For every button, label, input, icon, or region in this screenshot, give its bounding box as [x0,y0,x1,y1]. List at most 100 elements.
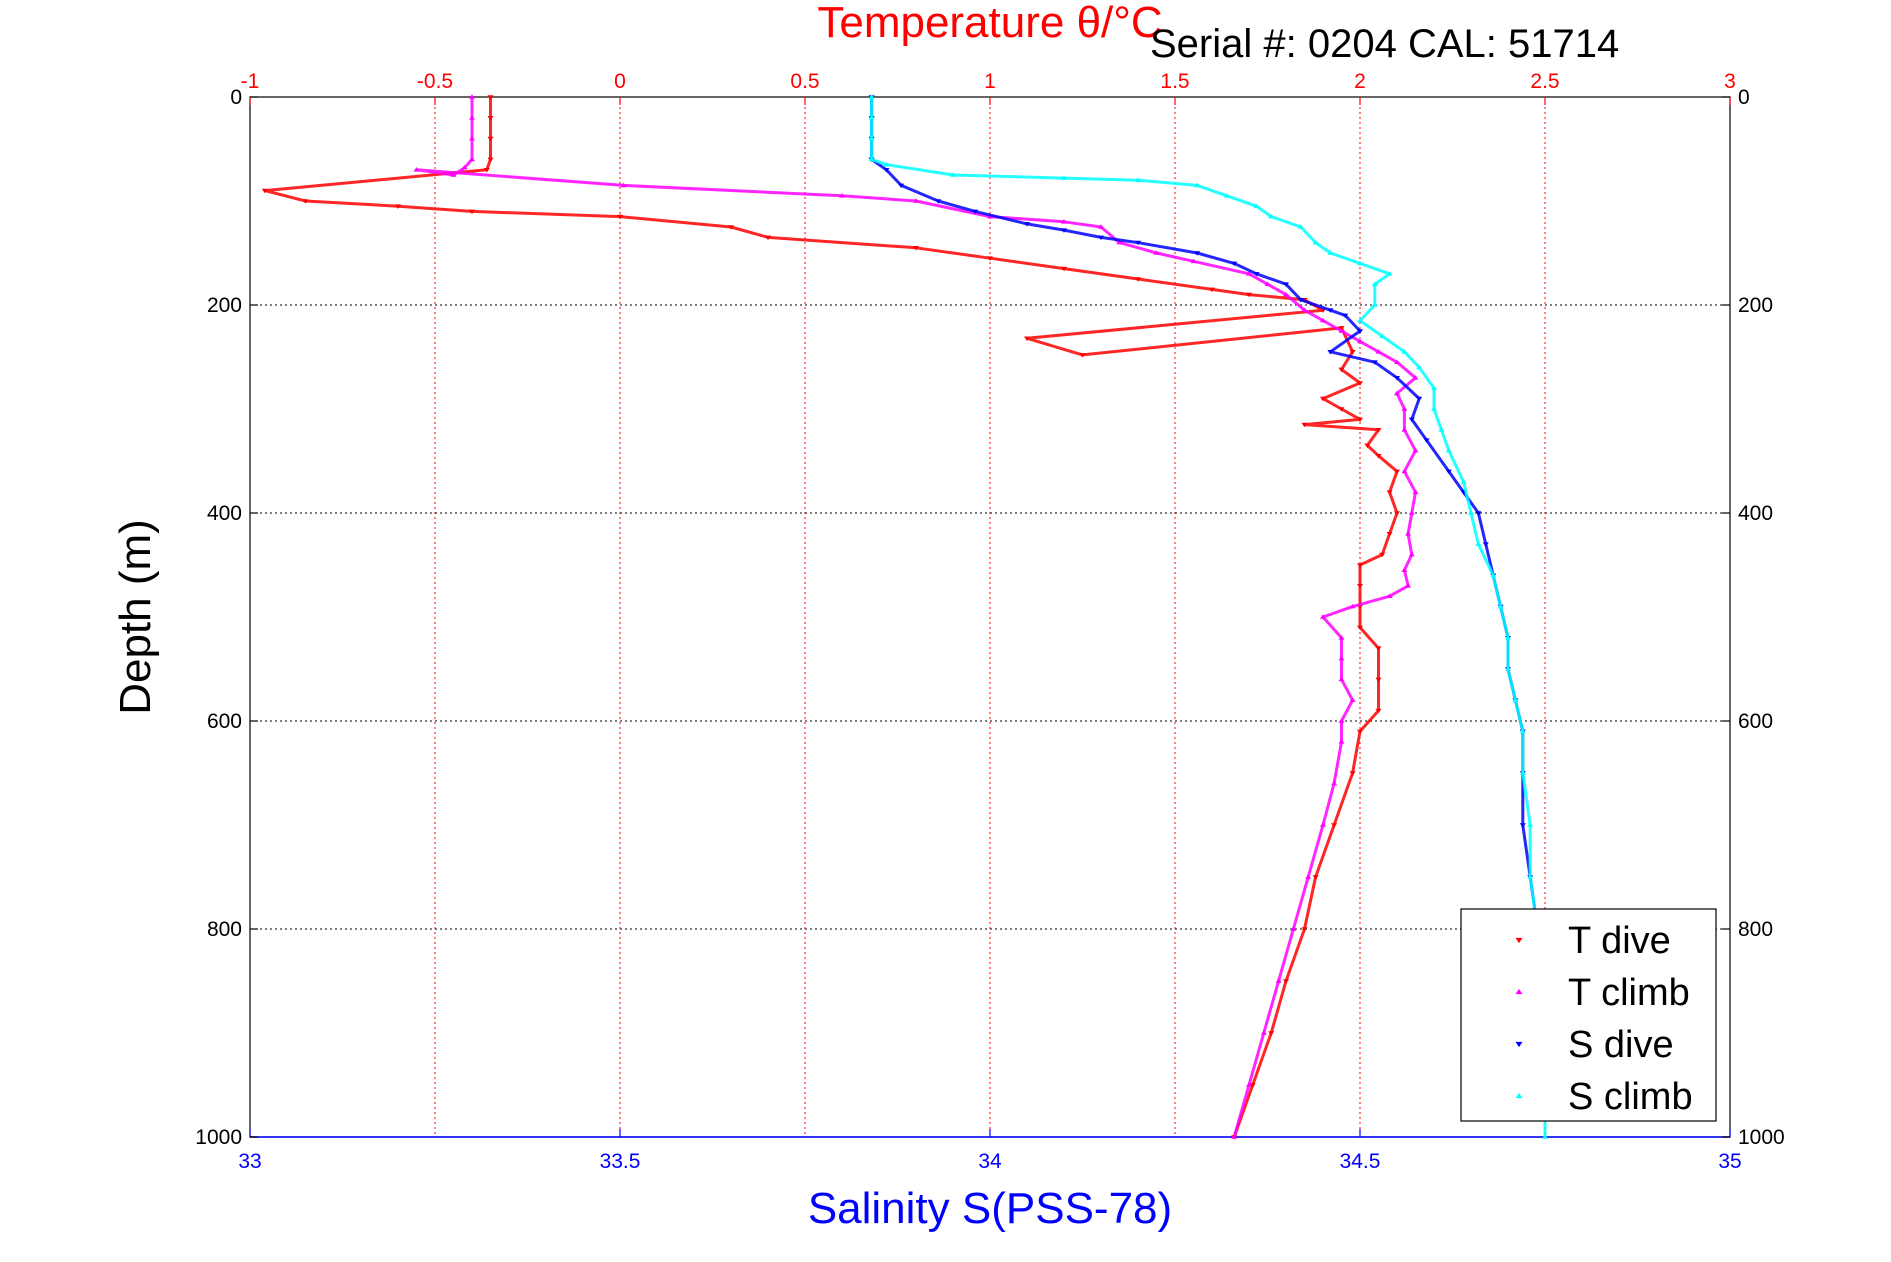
data-point [1527,822,1534,827]
data-point [1527,874,1534,879]
data-point [1331,823,1338,828]
temperature-tick-label: 1 [984,70,996,93]
data-point [1394,390,1400,396]
data-point [1283,291,1289,297]
salinity-tick-label: 34.5 [1340,1150,1381,1173]
data-point [1357,329,1363,334]
data-point [1519,823,1526,828]
series-trace [263,97,1399,1138]
data-point [1061,266,1067,272]
data-point [487,116,494,121]
data-point [1386,532,1393,537]
data-point [1490,572,1497,578]
data-point [1364,443,1371,449]
data-point [1135,177,1141,182]
data-point [1135,240,1141,246]
data-point [1438,427,1445,432]
data-point [487,157,494,163]
data-point [765,235,771,241]
data-point [1386,490,1393,495]
data-point [1338,367,1345,373]
legend-label: T dive [1568,920,1671,962]
series-trace [870,97,1547,1137]
temperature-axis-title: Temperature θ/°C [817,0,1162,47]
data-point [1312,875,1319,880]
data-point [1320,822,1326,827]
data-point [1423,438,1430,443]
data-point [1246,1082,1252,1087]
data-point [883,168,890,173]
data-point [1194,182,1201,188]
data-point [1482,542,1489,547]
data-point [1475,511,1482,516]
data-point [1357,260,1363,266]
data-point [883,161,890,167]
data-point [1375,646,1382,651]
data-point [1268,213,1275,219]
data-point [1268,1031,1275,1036]
data-point [935,199,942,204]
data-point [1246,271,1252,276]
data-point [1338,635,1345,640]
data-point [1231,261,1238,267]
data-point [1275,978,1282,983]
data-point [1349,697,1356,702]
data-point [261,188,268,194]
temperature-tick-label: 3 [1724,70,1736,93]
data-point [620,182,627,188]
legend-label: S climb [1568,1076,1693,1118]
data-point [1260,1030,1267,1035]
data-point [1305,874,1312,879]
data-point [1542,1134,1548,1139]
salinity-axis-title: Salinity S(PSS-78) [808,1184,1172,1233]
salinity-tick-label: 34 [978,1150,1002,1173]
data-point [617,214,623,220]
data-point [1098,224,1104,229]
series-t-climb [413,94,1419,1139]
data-point [469,135,475,141]
data-point [1445,469,1452,475]
data-point [469,115,475,120]
data-point [839,193,845,198]
data-point [1379,552,1386,558]
salinity-tick-label: 33 [238,1150,261,1173]
data-point [1098,235,1104,241]
temperature-tick-label: 2 [1354,70,1366,93]
data-point [461,165,468,170]
data-point [1338,718,1345,723]
data-point [1327,308,1334,313]
data-point [1357,625,1363,631]
data-point [1024,336,1030,341]
data-point [1320,614,1326,619]
data-point [1331,780,1338,786]
salinity-tick-label: 33.5 [600,1150,641,1173]
data-point [1357,584,1363,589]
data-point [1379,333,1386,338]
data-point [469,156,475,162]
data-point [483,168,490,173]
data-point [1401,468,1408,474]
data-point [1408,417,1415,423]
data-point [1401,427,1408,432]
series-trace [415,97,1417,1138]
data-point [487,136,494,142]
depth-axis-title: Depth (m) [111,519,160,715]
data-point [1375,428,1382,433]
data-point [728,225,734,230]
data-point [1283,979,1289,984]
data-point [302,199,309,204]
data-point [1338,328,1345,333]
data-point [1445,447,1452,453]
data-point [1357,729,1363,735]
data-point [1357,417,1363,423]
legend-label: T climb [1568,972,1690,1014]
data-point [1349,771,1356,776]
data-point [469,209,475,215]
data-point [1386,593,1393,598]
temperature-tick-label: 0 [614,70,626,93]
data-point [1297,224,1304,229]
data-point [1505,666,1511,671]
data-point [1079,353,1086,358]
depth-tick-label-right: 600 [1738,710,1773,733]
